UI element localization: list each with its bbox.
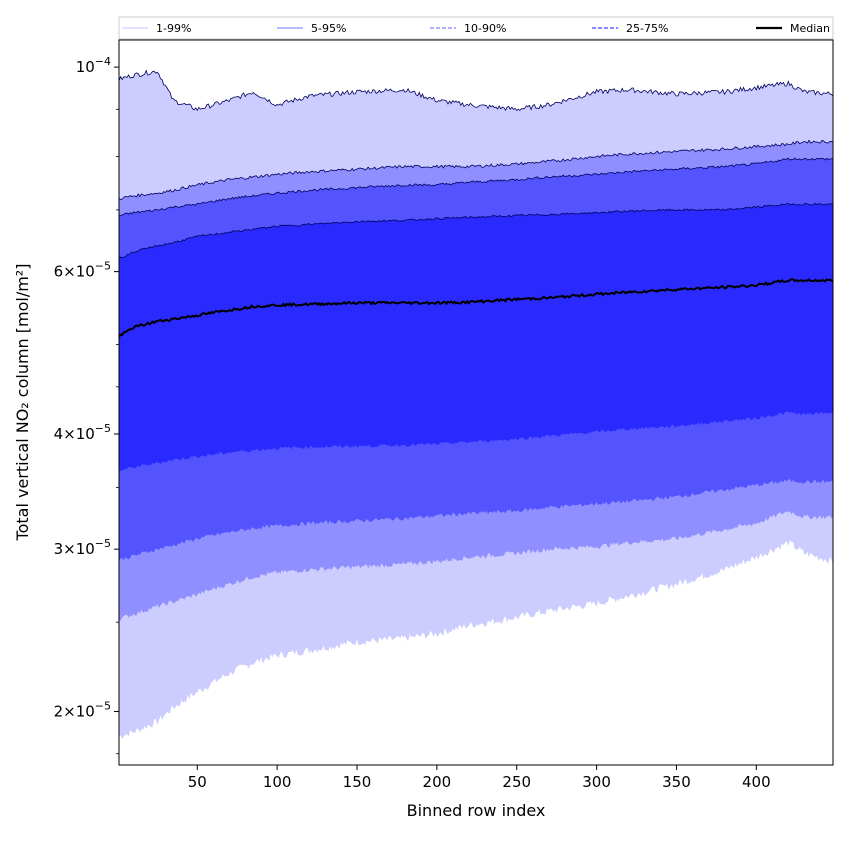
band-25-75 — [119, 203, 833, 471]
legend: 1-99% 5-95% 10-90% 25-75% Median — [118, 16, 834, 40]
y-tick-label: 2×10−5 — [54, 700, 111, 721]
x-tick-label: 50 — [188, 773, 207, 791]
y-axis-label: Total vertical NO₂ column [mol/m²] — [13, 264, 32, 542]
legend-label: 1-99% — [156, 22, 191, 35]
y-tick-label: 10−4 — [76, 55, 111, 76]
x-tick-label: 350 — [662, 773, 691, 791]
median-line — [119, 278, 833, 338]
x-tick-label: 400 — [742, 773, 771, 791]
legend-label: 10-90% — [464, 22, 506, 35]
y-axis-ticks: 10−4 6×10−5 4×10−5 3×10−5 2×10−5 — [54, 55, 119, 755]
legend-label: 25-75% — [626, 22, 668, 35]
median-layer — [119, 278, 833, 338]
y-tick-label: 3×10−5 — [54, 537, 111, 558]
x-axis-label: Binned row index — [407, 801, 546, 820]
band-25-75-upper-edge — [119, 202, 833, 259]
x-tick-label: 250 — [502, 773, 531, 791]
x-tick-label: 150 — [343, 773, 372, 791]
band-5-95-upper-edge — [119, 139, 833, 200]
legend-label: Median — [790, 22, 830, 35]
y-tick-label: 6×10−5 — [54, 260, 111, 281]
y-tick-label: 4×10−5 — [54, 422, 111, 443]
band-10-90-upper-edge — [119, 157, 833, 217]
legend-box — [118, 16, 834, 40]
legend-label: 5-95% — [311, 22, 346, 35]
x-tick-label: 200 — [423, 773, 452, 791]
chart-bands — [119, 69, 833, 739]
band-1-99-upper-edge — [119, 69, 833, 112]
x-axis-ticks: 50 100 150 200 250 300 350 400 — [188, 765, 771, 791]
x-tick-label: 300 — [582, 773, 611, 791]
x-tick-label: 100 — [263, 773, 292, 791]
plot-frame — [118, 39, 834, 766]
